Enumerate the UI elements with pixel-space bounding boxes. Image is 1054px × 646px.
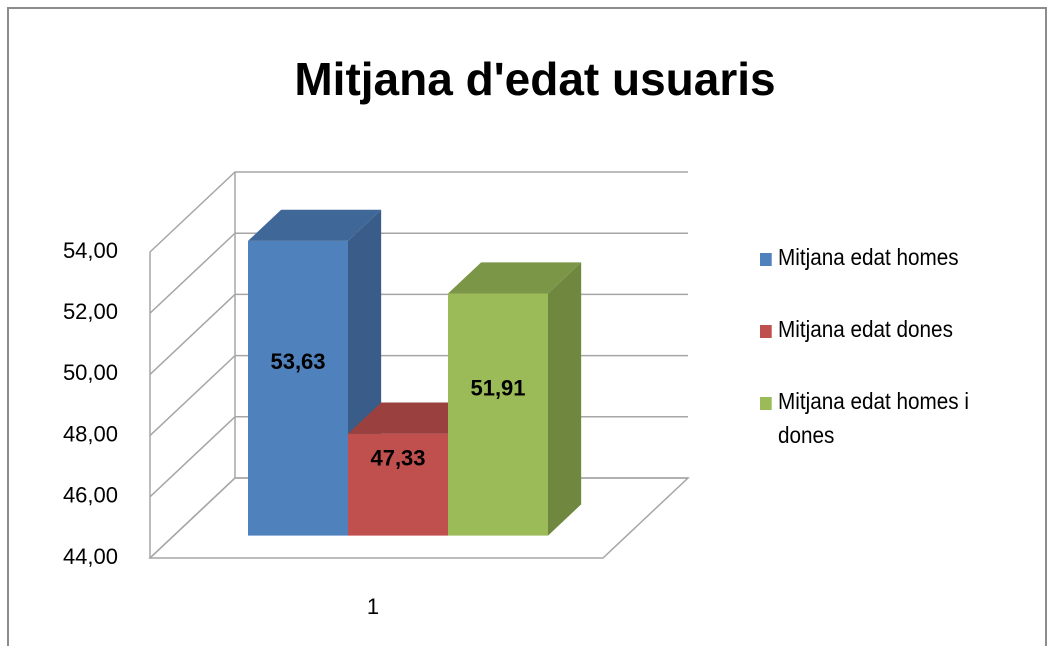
y-tick-label: 48,00 [63,421,118,446]
data-label: 51,91 [470,375,525,400]
y-tick-label: 54,00 [63,238,118,263]
grid-line [149,232,688,314]
legend-item: Mitjana edat homes i dones [760,384,1021,452]
legend-label: Mitjana edat homes [778,244,959,270]
y-tick-label: 46,00 [63,483,118,508]
bar-top [348,402,482,434]
bar-front [248,240,348,536]
data-label: 53,63 [270,349,325,374]
legend-label: Mitjana edat dones [778,316,953,342]
y-tick-label: 44,00 [63,544,118,569]
legend-swatch [760,253,772,266]
legend-item: Mitjana edat homes [760,240,1021,274]
chart-title: Mitjana d'edat usuaris [294,53,775,105]
bar-side [548,262,582,536]
y-tick-label: 52,00 [63,299,118,324]
bar-front [348,433,448,536]
grid-line [149,171,688,253]
legend-swatch [760,397,772,410]
data-label: 47,33 [370,445,425,470]
legend: Mitjana edat homes Mitjana edat dones Mitj… [760,240,1050,490]
legend-label: Mitjana edat homes i dones [778,388,970,448]
bar-top [448,262,582,294]
bar-front [448,293,548,536]
x-tick-label: 1 [367,594,379,619]
legend-swatch [760,325,772,338]
bar-top [248,209,382,241]
y-tick-label: 50,00 [63,360,118,385]
legend-item: Mitjana edat dones [760,312,1021,346]
